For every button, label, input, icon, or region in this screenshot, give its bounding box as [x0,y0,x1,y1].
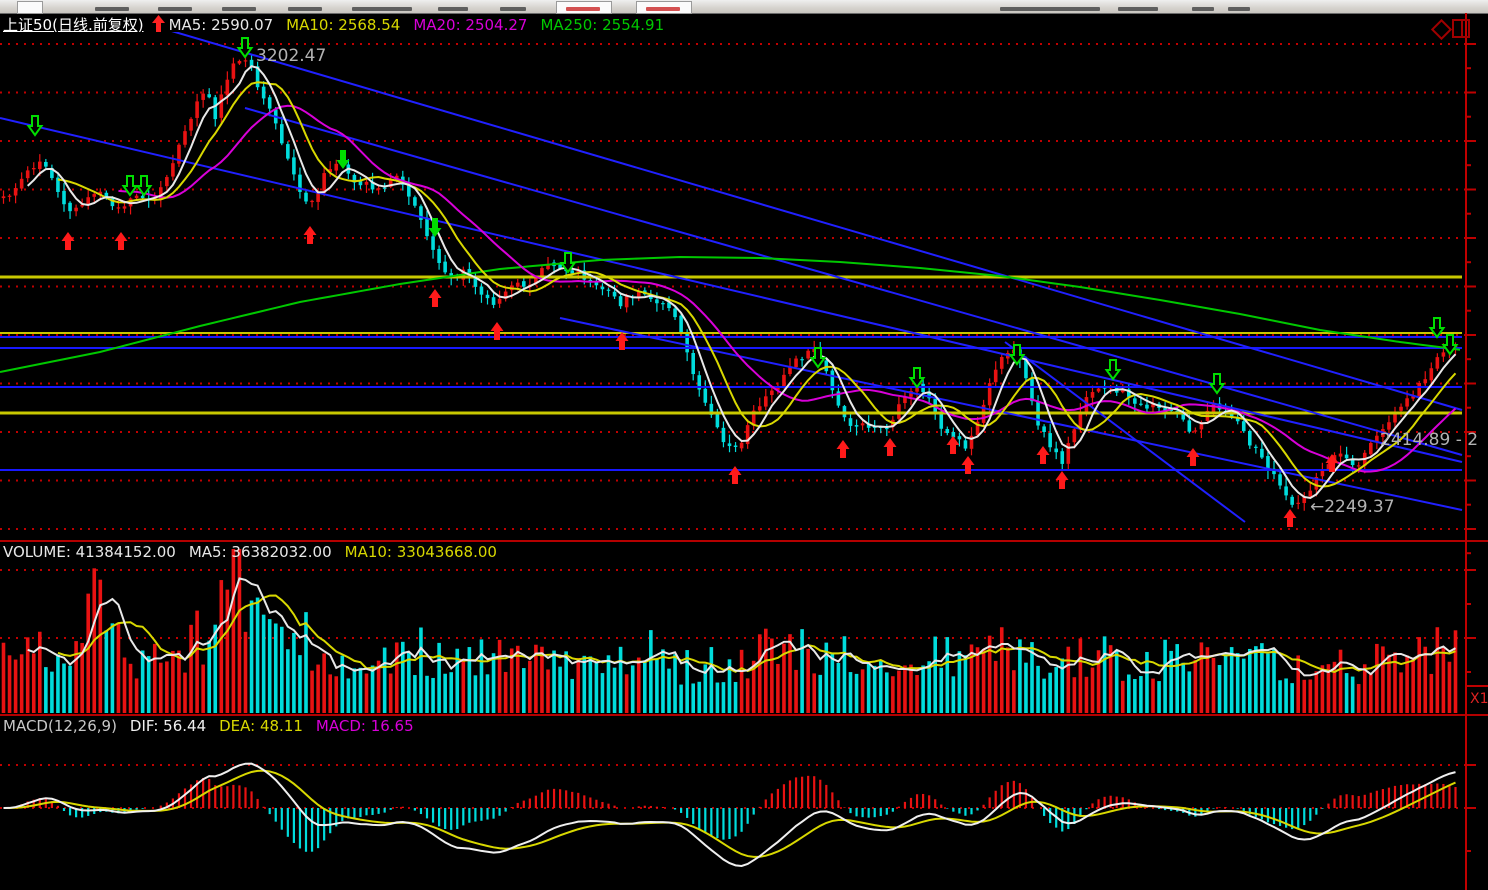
toolbar-text-remnant [1192,7,1214,11]
toolbar-text-remnant [352,7,412,11]
macd-value: MACD: 16.65 [315,717,414,735]
toolbar-text-remnant [158,7,192,11]
dif-value: DIF: 56.44 [129,717,207,735]
buy-signal-arrow [1036,446,1050,464]
buy-signal-arrow [1186,448,1200,466]
buy-signal-arrow [728,466,742,484]
ma10-value: MA10: 2568.54 [286,16,401,34]
toolbar-text-remnant [646,7,680,11]
toolbar-text-remnant [566,7,600,11]
sell-signal-arrow [1104,359,1122,381]
split-screen-icon[interactable] [1452,19,1470,38]
sell-signal-arrow [236,37,254,59]
buy-signal-arrow [1283,509,1297,527]
scale-label: X1 [1470,691,1488,707]
buy-signal-arrow [114,232,128,250]
buy-signal-arrow [836,440,850,458]
sell-signal-arrow [121,175,139,197]
ma250-value: MA250: 2554.91 [540,16,665,34]
up-arrow-icon [151,15,165,32]
toolbar-text-remnant [95,7,129,11]
toolbar-text-remnant [222,7,256,11]
volume-value: VOLUME: 41384152.00 [3,543,176,561]
price-panel-header: 上证50(日线.前复权) MA5: 2590.07 MA10: 2568.54 MA2… [3,14,677,35]
sell-signal-arrow [428,218,442,237]
buy-signal-arrow [946,436,960,454]
macd-panel-header: MACD(12,26,9) DIF: 56.44 DEA: 48.11 MACD: 1… [3,717,427,735]
toolbar-text-remnant [500,7,526,11]
buy-signal-arrow [1325,454,1339,472]
dea-value: DEA: 48.11 [219,717,303,735]
ma5-value: MA5: 2590.07 [168,16,274,34]
price-annotation: ←2249.37 [1310,497,1395,517]
ma20-value: MA20: 2504.27 [413,16,528,34]
sell-signal-arrow [336,150,350,169]
toolbar-text-remnant [1228,7,1250,11]
buy-signal-arrow [61,232,75,250]
sell-signal-arrow [1428,317,1446,339]
volume-ma5-value: MA5: 36382032.00 [188,543,332,561]
sell-signal-arrow [908,367,926,389]
top-toolbar[interactable] [0,0,1488,14]
volume-ma10-value: MA10: 33043668.00 [344,543,497,561]
sell-signal-arrow [1008,344,1026,366]
symbol-title[interactable]: 上证50(日线.前复权) [3,16,144,34]
buy-signal-arrow [883,438,897,456]
buy-signal-arrow [961,456,975,474]
sell-signal-arrow [26,115,44,137]
toolbar-text-remnant [288,7,322,11]
toolbar-text-remnant [1000,7,1100,11]
buy-signal-arrow [428,289,442,307]
toolbar-button-remnant[interactable] [17,1,43,14]
volume-panel-header: VOLUME: 41384152.00 MA5: 36382032.00 MA10:… [3,543,510,561]
buy-signal-arrow [1055,471,1069,489]
buy-signal-arrow [490,322,504,340]
toolbar-text-remnant [438,7,468,11]
sell-signal-arrow [559,252,577,274]
price-annotation: 3202.47 [256,46,327,66]
sell-signal-arrow [809,347,827,369]
sell-signal-arrow [135,175,153,197]
macd-params: MACD(12,26,9) [3,717,117,735]
buy-signal-arrow [303,226,317,244]
sell-signal-arrow [1441,334,1459,356]
price-annotation: 2414.89 - 2 [1380,430,1479,450]
buy-signal-arrow [615,332,629,350]
toolbar-text-remnant [1118,7,1158,11]
sell-signal-arrow [1208,373,1226,395]
